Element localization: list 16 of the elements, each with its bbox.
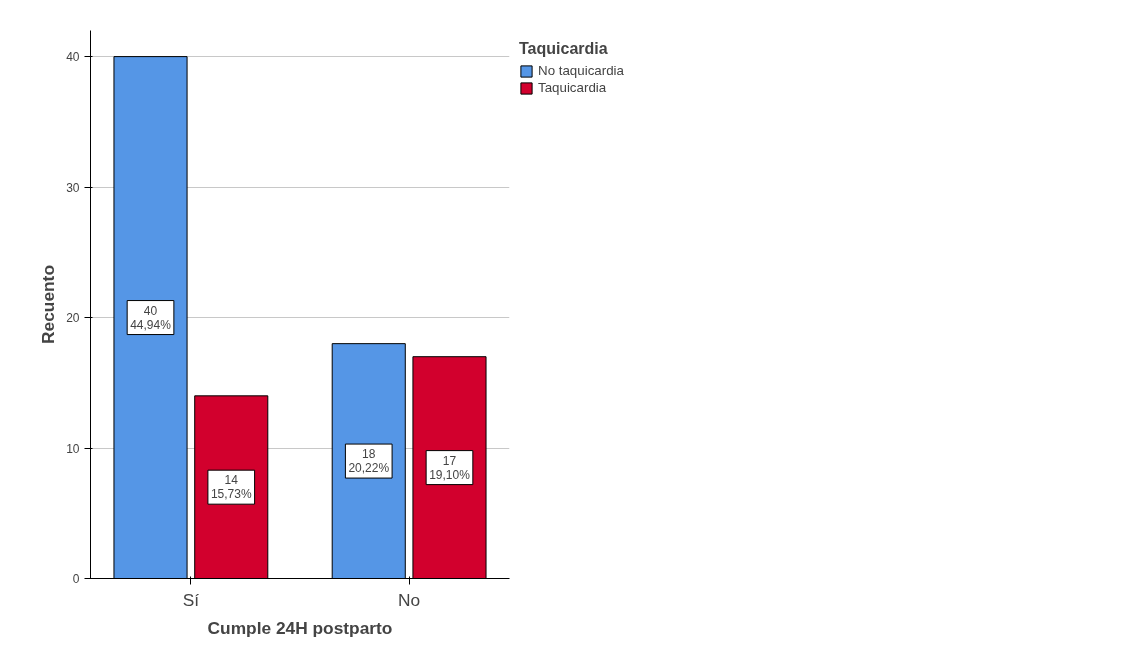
y-tick-label: 0	[72, 572, 80, 586]
x-axis-title: Cumple 24H postparto	[207, 617, 393, 638]
data-label: 40 44,94%	[130, 303, 172, 332]
data-label: 18 20,22%	[348, 447, 390, 476]
y-tick-label: 10	[66, 441, 80, 456]
legend-label: Taquicardia	[538, 80, 607, 95]
y-axis-title: Recuento	[38, 265, 59, 344]
legend-label: No taquicardia	[538, 63, 624, 78]
x-tick-label: No	[398, 589, 421, 610]
y-tick-label: 20	[66, 311, 80, 326]
y-tick-label: 30	[66, 180, 80, 195]
data-label: 14 15,73%	[210, 473, 252, 502]
y-tick-label: 40	[66, 50, 80, 65]
data-label: 17 19,10%	[429, 453, 471, 482]
legend-title: Taquicardia	[519, 40, 609, 58]
x-tick-label: Sí	[182, 589, 200, 610]
